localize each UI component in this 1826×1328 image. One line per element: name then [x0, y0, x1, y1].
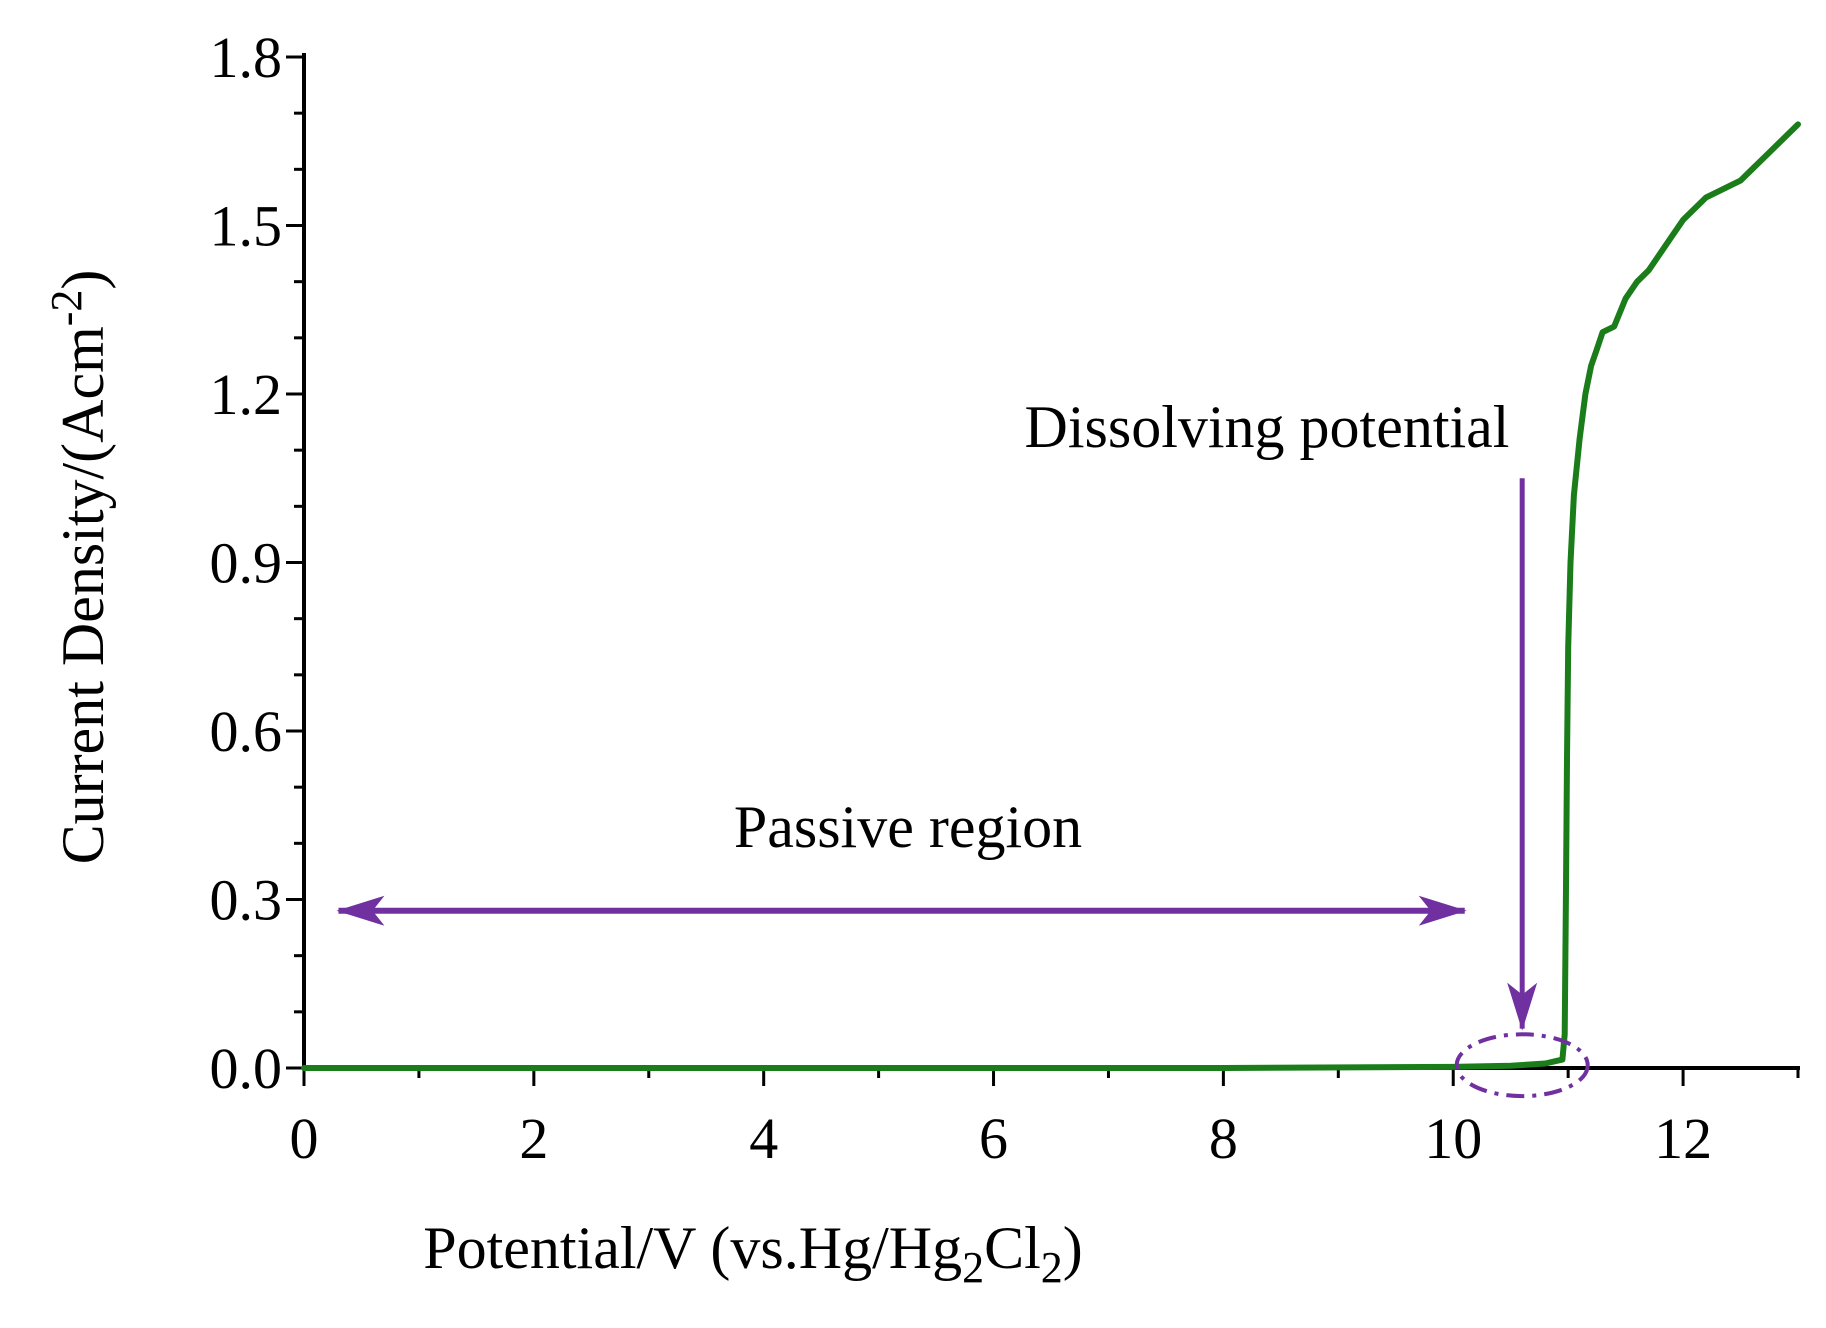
dissolving-potential-label: Dissolving potential — [1025, 394, 1510, 460]
ticks: 0 2 4 6 8 10 12 0.0 0.3 0.6 0.9 1.2 1.5 1.8 — [210, 25, 1800, 1171]
y-tick-label: 0.6 — [210, 699, 283, 764]
x-tick-label: 12 — [1654, 1106, 1712, 1171]
x-tick-label: 4 — [749, 1106, 778, 1171]
x-tick-label: 0 — [290, 1106, 319, 1171]
x-tick-label: 6 — [979, 1106, 1008, 1171]
x-tick-label: 8 — [1209, 1106, 1238, 1171]
series — [301, 121, 1801, 1071]
x-axis-title: Potential/V (vs.Hg/Hg2Cl2) — [423, 1215, 1083, 1292]
passive-region-label: Passive region — [734, 794, 1082, 860]
y-axis-title: Current Density/(Acm-2) — [42, 270, 116, 865]
annotations — [336, 478, 1590, 1099]
x-tick-label: 2 — [519, 1106, 548, 1171]
y-tick-label: 1.5 — [210, 194, 283, 259]
y-tick-label: 1.8 — [210, 25, 283, 90]
y-tick-label: 0.9 — [210, 531, 283, 596]
y-tick-label: 1.2 — [210, 362, 283, 427]
dissolving-point-ellipse — [1454, 1032, 1590, 1099]
y-tick-label: 0.3 — [210, 868, 283, 933]
series-line — [301, 121, 1801, 1071]
axes — [302, 53, 1800, 1070]
y-tick-label: 0.0 — [210, 1036, 283, 1101]
x-tick-label: 10 — [1424, 1106, 1482, 1171]
